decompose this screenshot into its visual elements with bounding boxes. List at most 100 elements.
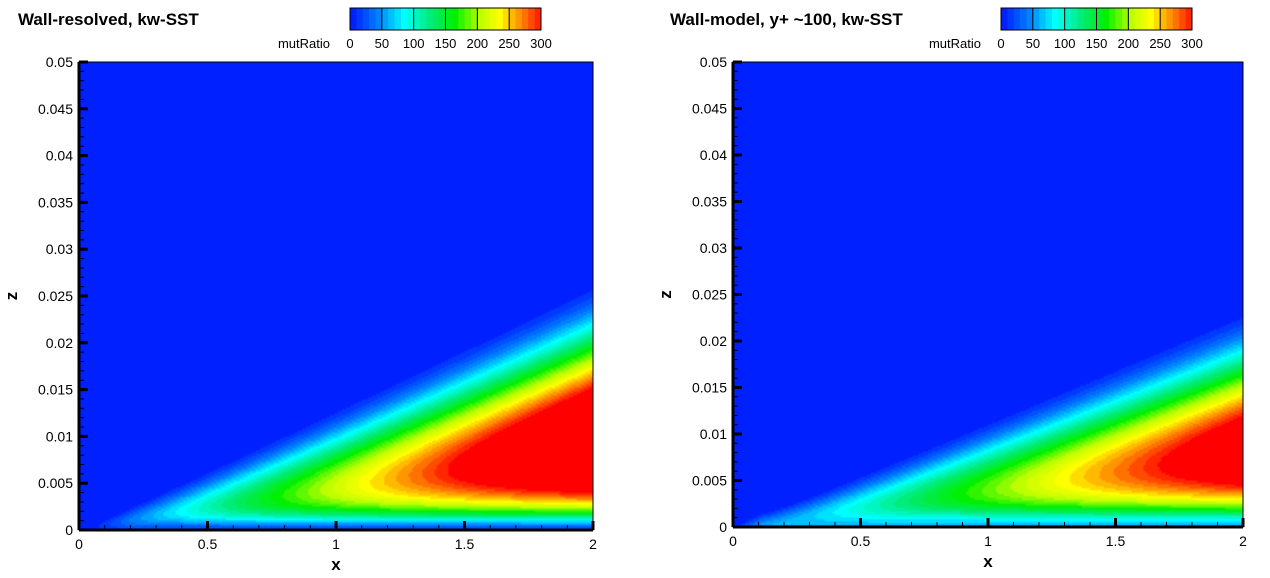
x-tick-label: 0: [75, 536, 83, 552]
colorbar-band: [1090, 8, 1097, 30]
z-tick-label: 0.02: [700, 333, 727, 349]
colorbar-band: [1147, 8, 1155, 30]
colorbar-band: [515, 8, 523, 30]
z-tick-label: 0.035: [38, 194, 73, 210]
colorbar-band: [1166, 8, 1174, 30]
x-tick-label: 1: [332, 536, 340, 552]
colorbar-band: [369, 8, 376, 30]
colorbar-band: [483, 8, 491, 30]
colorbar-band: [528, 8, 536, 30]
colorbar-band: [356, 8, 364, 30]
colorbar-band: [375, 8, 383, 30]
colorbar-band: [1102, 8, 1110, 30]
z-tick-label: 0.005: [38, 475, 73, 491]
colorbar-band: [1179, 8, 1187, 30]
z-axis-label: z: [2, 292, 21, 301]
x-tick-label: 0.5: [851, 533, 871, 549]
colorbar-band: [1083, 8, 1091, 30]
x-tick-label: 1.5: [455, 536, 475, 552]
x-tick-label: 0.5: [198, 536, 218, 552]
plot-panel-1: 0 0.005 0.01 0.015 0.02 0.025 0.03 0.035 0.04 0.0…: [2, 7, 597, 574]
colorbar-band: [1172, 8, 1180, 30]
z-tick-label: 0: [719, 519, 727, 535]
colorbar-tick-label: 100: [1054, 36, 1076, 51]
colorbar-band: [407, 8, 415, 30]
colorbar-tick-label: 200: [1117, 36, 1139, 51]
colorbar-band: [445, 8, 453, 30]
colorbar-band: [432, 8, 440, 30]
colorbar-band: [381, 8, 389, 30]
colorbar-band: [1160, 8, 1168, 30]
colorbar-band: [1058, 8, 1066, 30]
z-tick-label: 0.03: [700, 240, 727, 256]
colorbar-band: [388, 8, 396, 30]
x-tick-label: 1.5: [1106, 533, 1126, 549]
colorbar-band: [1096, 8, 1104, 30]
colorbar-band: [1039, 8, 1047, 30]
z-tick-label: 0.045: [38, 101, 73, 117]
colorbar-band: [439, 8, 446, 30]
colorbar-band: [509, 8, 517, 30]
plot-panel-2: 0 0.005 0.01 0.015 0.02 0.025 0.03 0.035 0.04 0.0…: [656, 7, 1247, 571]
colorbar-tick-label: 300: [530, 36, 552, 51]
colorbar-band: [394, 8, 402, 30]
plot-title: Wall-resolved, kw-SST: [18, 10, 199, 29]
x-tick-label: 2: [589, 536, 597, 552]
colorbar-band: [464, 8, 472, 30]
z-tick-label: 0.04: [46, 148, 73, 164]
z-tick-label: 0.015: [692, 380, 727, 396]
colorbar-band: [1128, 8, 1136, 30]
colorbar-band: [521, 8, 529, 30]
z-tick-label: 0.05: [46, 54, 73, 70]
x-axis-label: x: [331, 555, 341, 574]
z-tick-label: 0.015: [38, 382, 73, 398]
colorbar-band: [1001, 8, 1008, 30]
z-tick-label: 0.025: [692, 287, 727, 303]
plot-title: Wall-model, y+ ~100, kw-SST: [670, 10, 903, 29]
z-tick-label: 0.05: [700, 54, 727, 70]
colorbar-band: [413, 8, 421, 30]
x-tick-label: 1: [984, 533, 992, 549]
x-axis-label: x: [983, 552, 993, 571]
colorbar-band: [1045, 8, 1053, 30]
colorbar-band: [496, 8, 504, 30]
x-tick-label: 2: [1239, 533, 1247, 549]
colorbar-band: [1141, 8, 1148, 30]
z-tick-label: 0.005: [692, 473, 727, 489]
colorbar-band: [1020, 8, 1027, 30]
z-axis-label: z: [656, 290, 675, 299]
colorbar-tick-label: 250: [498, 36, 520, 51]
colorbar-tick-label: 150: [435, 36, 457, 51]
colorbar-band: [458, 8, 466, 30]
colorbar-band: [1013, 8, 1021, 30]
colorbar-band: [426, 8, 434, 30]
colorbar-band: [350, 8, 357, 30]
colorbar-frame: [349, 7, 542, 31]
z-tick-label: 0.01: [46, 428, 73, 444]
colorbar-frame: [1000, 7, 1193, 31]
colorbar-tick-label: 0: [346, 36, 353, 51]
colorbar-tick-label: 50: [375, 36, 389, 51]
z-tick-label: 0.02: [46, 335, 73, 351]
z-tick-label: 0.025: [38, 288, 73, 304]
colorbar-band: [477, 8, 485, 30]
colorbar-band: [1185, 8, 1193, 30]
colorbar-band: [1026, 8, 1034, 30]
colorbar-tick-label: 200: [466, 36, 488, 51]
colorbar-tick-label: 150: [1086, 36, 1108, 51]
colorbar-band: [400, 8, 408, 30]
colorbar-band: [470, 8, 478, 30]
colorbar-band: [1032, 8, 1040, 30]
colorbar-label: mutRatio: [929, 36, 981, 51]
colorbar-band: [1051, 8, 1059, 30]
colorbar-band: [451, 8, 459, 30]
colorbar-tick-label: 250: [1149, 36, 1171, 51]
x-tick-label: 0: [729, 533, 737, 549]
colorbar-band: [362, 8, 370, 30]
contour-field: [79, 62, 593, 530]
contour-field: [733, 62, 1243, 527]
colorbar-tick-label: 300: [1181, 36, 1203, 51]
colorbar-tick-label: 100: [403, 36, 425, 51]
